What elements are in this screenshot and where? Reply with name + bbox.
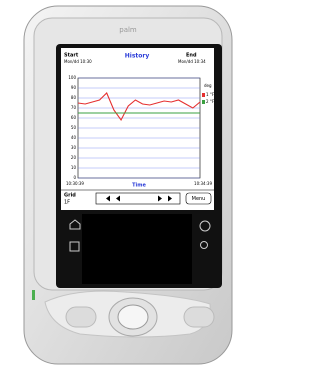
x-axis-label: Time xyxy=(132,183,146,189)
right-app-button[interactable] xyxy=(184,307,214,327)
chart-title: History xyxy=(125,53,150,60)
legend-label: 1 °F xyxy=(206,92,215,97)
end-time: Mon/dd 10:34 xyxy=(178,59,206,64)
brand-logo: palm xyxy=(119,26,137,34)
legend-swatch xyxy=(202,100,205,104)
start-time: Mon/dd 10:30 xyxy=(64,59,92,64)
menu-button-label[interactable]: Menu xyxy=(192,196,206,202)
start-label: Start xyxy=(64,53,79,59)
power-led xyxy=(32,290,35,300)
y-unit: deg xyxy=(204,83,212,88)
x-start: 10:30:39 xyxy=(66,181,84,186)
y-tick-label: 100 xyxy=(68,75,76,80)
grid-value[interactable]: 1F xyxy=(64,200,70,206)
y-tick-label: 80 xyxy=(71,95,77,100)
y-tick-label: 70 xyxy=(71,105,77,110)
y-tick-label: 20 xyxy=(71,155,77,160)
legend-swatch xyxy=(202,93,205,97)
y-tick-label: 40 xyxy=(71,135,77,140)
legend-label: 2 °F xyxy=(206,99,215,104)
x-end: 10:34:39 xyxy=(194,181,212,186)
y-tick-label: 10 xyxy=(71,165,77,170)
nav-center[interactable] xyxy=(118,305,148,329)
end-label: End xyxy=(186,53,197,59)
y-tick-label: 30 xyxy=(71,145,77,150)
y-tick-label: 60 xyxy=(71,115,77,120)
y-tick-label: 50 xyxy=(71,125,77,130)
grid-label: Grid xyxy=(64,193,76,199)
device-photo: palm Start Mon/dd 10:30 History End Mon/… xyxy=(0,0,244,369)
y-tick-label: 90 xyxy=(71,85,77,90)
graffiti-area[interactable] xyxy=(82,214,192,284)
left-app-button[interactable] xyxy=(66,307,96,327)
